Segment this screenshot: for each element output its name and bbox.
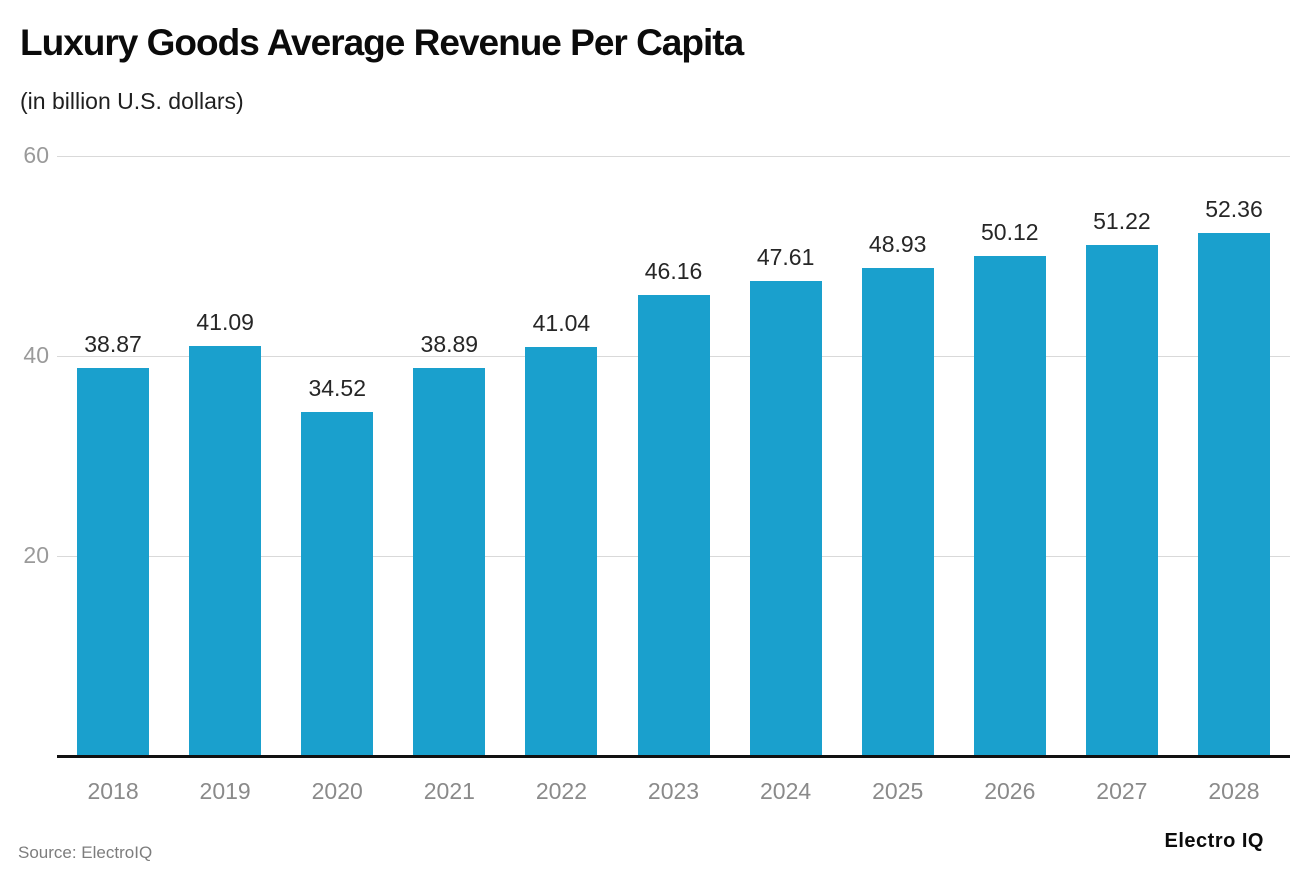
x-tick-label: 2023 (647, 778, 700, 804)
bar-value-label: 46.16 (644, 258, 703, 285)
source-note: Source: ElectroIQ (18, 843, 153, 862)
x-tick-label: 2021 (423, 778, 475, 804)
bar (77, 368, 150, 757)
x-tick-label: 2020 (311, 778, 363, 804)
bar-value-label: 51.22 (1093, 207, 1151, 234)
bar (637, 295, 710, 757)
bar-group-2026: 50.12 2026 (954, 157, 1066, 803)
bar (413, 368, 486, 757)
x-tick-label: 2028 (1208, 778, 1260, 804)
bar (749, 280, 822, 757)
bar (861, 267, 934, 757)
bar-group-2027: 51.22 2027 (1066, 157, 1178, 803)
bar-group-2024: 47.61 2024 (730, 157, 842, 803)
bar-group-2023: 46.16 2023 (617, 157, 729, 803)
bar-value-label: 50.12 (981, 218, 1039, 245)
y-tick-label: 60 (23, 142, 49, 168)
bar (973, 255, 1046, 757)
bar (301, 411, 374, 757)
bar-value-label: 52.36 (1205, 196, 1263, 223)
bar-group-2018: 38.87 2018 (57, 157, 169, 803)
bar-group-2021: 38.89 2021 (393, 157, 505, 803)
gridline-y-60: 60 (23, 144, 1290, 167)
plot-area: 60 40 20 38.87 2018 41.09 2019 34.52 2020 38.89 2… (23, 144, 1290, 803)
bar (525, 346, 598, 757)
bar-group-2019: 41.09 2019 (169, 157, 281, 803)
bar-value-label: 41.09 (196, 309, 254, 336)
bar-series: 38.87 2018 41.09 2019 34.52 2020 38.89 2021 41.0… (57, 157, 1290, 803)
bar-value-label: 38.87 (84, 331, 142, 358)
bar-value-label: 41.04 (532, 309, 591, 336)
x-axis-line (57, 755, 1290, 758)
x-tick-label: 2027 (1096, 778, 1148, 804)
bar-group-2022: 41.04 2022 (505, 157, 617, 803)
y-tick-label: 20 (23, 542, 49, 568)
bar-group-2020: 34.52 2020 (281, 157, 393, 803)
bar (189, 346, 262, 757)
x-tick-label: 2024 (760, 778, 812, 804)
bar-value-label: 48.93 (868, 230, 927, 257)
bar-group-2025: 48.93 2025 (842, 157, 954, 803)
x-tick-label: 2018 (87, 778, 139, 804)
x-tick-label: 2026 (984, 778, 1036, 804)
bar (1197, 233, 1270, 757)
x-tick-label: 2019 (199, 778, 251, 804)
bar-value-label: 34.52 (308, 374, 367, 401)
y-tick-label: 40 (23, 342, 49, 368)
bar-group-2028: 52.36 2028 (1178, 157, 1290, 803)
bar (1085, 244, 1158, 757)
chart-title: Luxury Goods Average Revenue Per Capita (20, 22, 744, 63)
chart-subtitle: (in billion U.S. dollars) (20, 88, 244, 114)
bar-value-label: 47.61 (756, 243, 815, 270)
brand-logo: Electro IQ (1164, 830, 1264, 852)
bar-value-label: 38.89 (420, 331, 479, 358)
x-tick-label: 2022 (535, 778, 587, 804)
x-tick-label: 2025 (872, 778, 924, 804)
